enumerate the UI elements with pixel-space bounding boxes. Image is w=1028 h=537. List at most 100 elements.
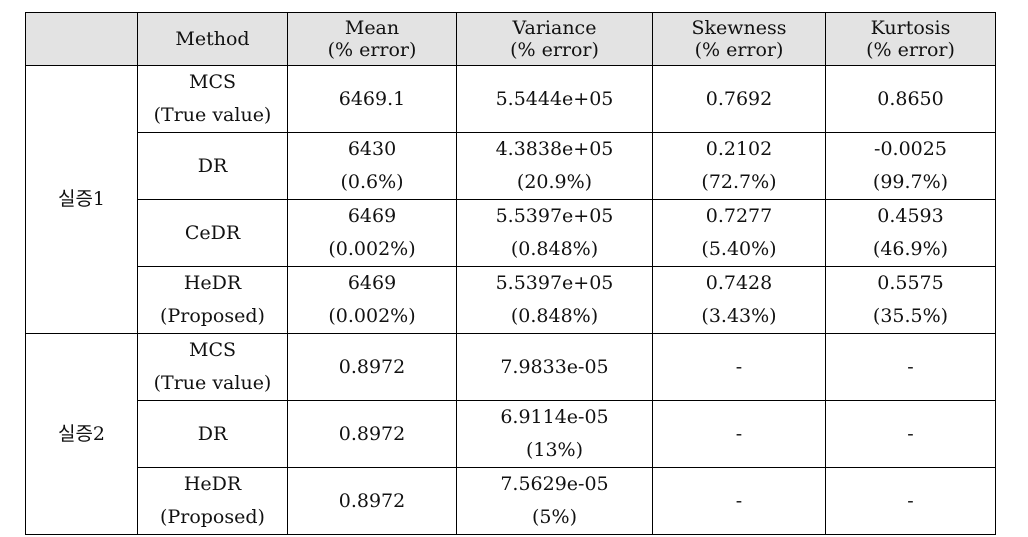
value-cell: 6469 (0.002%) <box>287 266 457 334</box>
cell-text: 5.5397e+05 <box>495 272 614 294</box>
cell-text: (46.9%) <box>872 238 949 260</box>
table-row: HeDR (Proposed) 0.8972 7.5629e-05 (5%) - - <box>26 467 996 535</box>
group-text: 실증1 <box>57 188 106 210</box>
header-row: Method Mean (% error) Variance (% error) Skew… <box>25 12 996 66</box>
method-text: CeDR <box>184 221 241 244</box>
value-cell: 7.9833e-05 <box>456 333 653 401</box>
value-cell: 6.9114e-05 (13%) <box>456 400 653 468</box>
value-cell: 0.8650 <box>825 65 996 133</box>
table-row: 실증1 MCS (True value) 6469.1 5.5444e+05 0.7692… <box>25 65 996 334</box>
table-body: 실증1 MCS (True value) 6469.1 5.5444e+05 0.7692… <box>25 65 996 535</box>
header-text: Skewness <box>691 17 787 39</box>
table-row: CeDR 6469 (0.002%) 5.5397e+05 (0.848%) 0.7277… <box>26 199 996 267</box>
cell-text: 6469.1 <box>338 87 406 110</box>
cell-text: (13%) <box>525 439 584 461</box>
header-text: (% error) <box>327 39 417 61</box>
value-cell: 6469.1 <box>287 65 457 133</box>
method-text: DR <box>197 154 228 177</box>
value-cell: 5.5397e+05 (0.848%) <box>456 266 653 334</box>
method-text: MCS <box>188 71 236 93</box>
header-text: Method <box>175 28 250 50</box>
value-cell: 0.4593 (46.9%) <box>825 199 996 267</box>
method-text: (True value) <box>153 372 272 394</box>
method-text: HeDR <box>183 473 242 495</box>
cell-text: 6469 <box>347 205 397 227</box>
table-row: DR 0.8972 6.9114e-05 (13%) - - <box>26 400 996 468</box>
method-cell: DR <box>137 400 288 468</box>
value-cell: 0.8972 <box>287 400 457 468</box>
value-cell: 0.7277 (5.40%) <box>652 199 826 267</box>
cell-text: 0.7428 <box>705 272 773 294</box>
cell-text: 4.3838e+05 <box>495 138 614 160</box>
cell-text: 0.7692 <box>705 87 773 110</box>
value-cell: 0.2102 (72.7%) <box>652 132 826 200</box>
value-cell: 5.5444e+05 <box>456 65 653 133</box>
value-cell: 0.5575 (35.5%) <box>825 266 996 334</box>
header-text: Variance <box>512 17 597 39</box>
table-row: HeDR (Proposed) 6469 (0.002%) 5.5397e+05 (0.8… <box>26 266 996 334</box>
cell-text: - <box>735 422 743 445</box>
cell-text: - <box>907 355 914 378</box>
cell-text: 7.5629e-05 <box>500 473 609 495</box>
value-cell: - <box>652 333 826 401</box>
cell-text: (0.848%) <box>510 238 599 260</box>
cell-text: - <box>735 489 743 512</box>
cell-text: 0.8972 <box>338 422 406 445</box>
value-cell: - <box>825 467 996 535</box>
method-text: MCS <box>188 339 236 361</box>
method-text: DR <box>197 422 228 445</box>
cell-text: 0.4593 <box>877 205 944 227</box>
method-text: (True value) <box>153 104 272 126</box>
group-label: 실증1 <box>25 65 138 334</box>
cell-text: 0.7277 <box>705 205 773 227</box>
method-cell: DR <box>137 132 288 200</box>
value-cell: 4.3838e+05 (20.9%) <box>456 132 653 200</box>
cell-text: -0.0025 <box>874 138 947 160</box>
cell-text: (5.40%) <box>701 238 777 260</box>
header-text: (% error) <box>510 39 599 61</box>
method-cell: MCS (True value) <box>137 65 288 133</box>
cell-text: 7.9833e-05 <box>500 355 609 378</box>
method-text: HeDR <box>183 272 242 294</box>
header-text: (% error) <box>866 39 955 61</box>
method-cell: HeDR (Proposed) <box>137 266 288 334</box>
cell-text: (5%) <box>532 506 577 528</box>
cell-text: 5.5444e+05 <box>495 87 614 110</box>
column-header: Skewness (% error) <box>652 12 826 66</box>
column-header: Method <box>137 12 288 66</box>
value-cell: 7.5629e-05 (5%) <box>456 467 653 535</box>
value-cell: 0.7428 (3.43%) <box>652 266 826 334</box>
table-row: 실증2 MCS (True value) 0.8972 7.9833e-05 - - <box>25 333 996 535</box>
header-text: (% error) <box>694 39 784 61</box>
cell-text: - <box>907 422 914 445</box>
method-text: (Proposed) <box>160 506 265 528</box>
cell-text: 0.8972 <box>338 489 406 512</box>
value-cell: - <box>825 400 996 468</box>
results-table: Method Mean (% error) Variance (% error) Skew… <box>25 12 996 535</box>
cell-text: (0.002%) <box>328 305 416 327</box>
cell-text: 0.8972 <box>338 355 406 378</box>
value-cell: - <box>652 400 826 468</box>
cell-text: (0.002%) <box>328 238 416 260</box>
method-cell: CeDR <box>137 199 288 267</box>
header-text: Mean <box>344 17 400 39</box>
value-cell: 0.8972 <box>287 467 457 535</box>
value-cell: -0.0025 (99.7%) <box>825 132 996 200</box>
value-cell: 5.5397e+05 (0.848%) <box>456 199 653 267</box>
cell-text: 5.5397e+05 <box>495 205 614 227</box>
value-cell: 0.8972 <box>287 333 457 401</box>
cell-text: 6.9114e-05 <box>500 406 609 428</box>
cell-text: 0.8650 <box>877 87 944 110</box>
value-cell: - <box>825 333 996 401</box>
column-header: Kurtosis (% error) <box>825 12 996 66</box>
group-text: 실증2 <box>57 422 106 445</box>
value-cell: 6469 (0.002%) <box>287 199 457 267</box>
cell-text: (0.6%) <box>340 171 404 193</box>
cell-text: (72.7%) <box>701 171 777 193</box>
column-header: Variance (% error) <box>456 12 653 66</box>
method-cell: MCS (True value) <box>137 333 288 401</box>
cell-text: (0.848%) <box>510 305 599 327</box>
cell-text: (35.5%) <box>872 305 949 327</box>
header-text: Kurtosis <box>870 17 951 39</box>
cell-text: (20.9%) <box>516 171 593 193</box>
